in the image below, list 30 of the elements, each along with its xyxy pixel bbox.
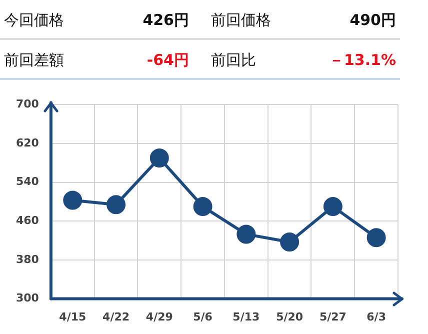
text: -64円 bbox=[146, 50, 190, 70]
point bbox=[366, 228, 386, 248]
text: 前回価格 bbox=[210, 10, 272, 30]
x-tick-label: 5/27 bbox=[319, 310, 346, 324]
y-tick-label: 620 bbox=[16, 136, 40, 150]
y-tick-label: 540 bbox=[16, 175, 40, 188]
y-tick-label: 700 bbox=[16, 97, 40, 110]
x-tick-label: 5/6 bbox=[193, 310, 213, 324]
x-tick-label: 4/29 bbox=[146, 310, 173, 324]
point bbox=[280, 232, 300, 252]
point bbox=[236, 224, 256, 244]
x-tick-label: 5/13 bbox=[232, 310, 260, 324]
x-tick-label: 6/3 bbox=[366, 310, 386, 324]
point bbox=[150, 148, 169, 168]
text: 前回差額 bbox=[3, 50, 65, 70]
x-tick-label: 4/22 bbox=[102, 310, 130, 324]
x-tick-label: 4/15 bbox=[59, 310, 86, 324]
point bbox=[323, 197, 342, 216]
point bbox=[63, 190, 82, 210]
text: 490円 bbox=[348, 10, 397, 30]
point bbox=[106, 195, 126, 214]
y-tick-label: 380 bbox=[16, 252, 40, 266]
text: 426円 bbox=[142, 10, 190, 30]
y-tick-label: 300 bbox=[16, 292, 40, 305]
text: 今回価格 bbox=[3, 10, 65, 30]
point bbox=[193, 197, 212, 216]
text: －13.1% bbox=[328, 50, 397, 70]
x-tick-label: 5/20 bbox=[276, 310, 304, 324]
text: 前回比 bbox=[210, 50, 257, 70]
y-tick-label: 460 bbox=[16, 214, 40, 227]
